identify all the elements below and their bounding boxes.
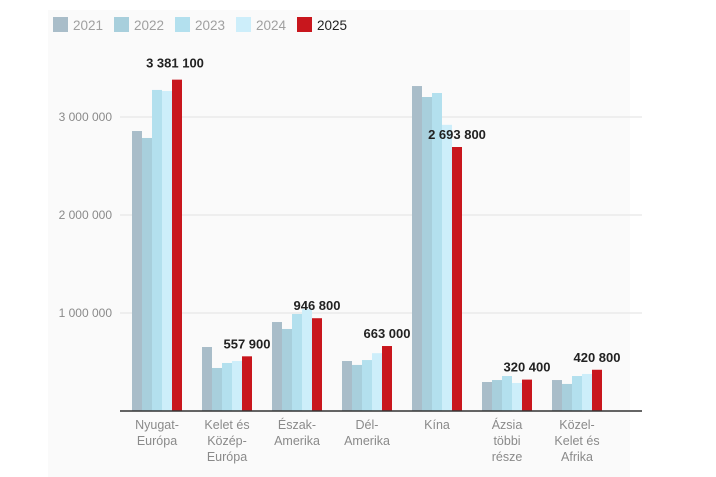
category-label: Közép-	[207, 434, 247, 448]
legend-swatch-2023	[175, 17, 190, 32]
data-labels: 3 381 100 557 900 946 800 663 000 2 693 800 3…	[146, 56, 620, 375]
bar-2023	[292, 313, 302, 411]
bar-2025	[522, 379, 532, 411]
data-label: 663 000	[364, 326, 411, 341]
bar-2022	[352, 364, 362, 411]
legend-label-2021: 2021	[73, 18, 103, 33]
bar-2024	[442, 124, 452, 411]
bar-2025	[382, 346, 392, 411]
legend-swatch-2024	[236, 17, 251, 32]
category-label: Amerika	[344, 434, 390, 448]
bar-2024	[232, 361, 242, 411]
bar-2021	[552, 380, 562, 411]
bar-2024	[582, 373, 592, 411]
legend-swatch-2022	[114, 17, 129, 32]
bar-2022	[492, 380, 502, 411]
legend-swatch-2021	[53, 17, 68, 32]
category-label: Amerika	[274, 434, 320, 448]
bar-2024	[302, 309, 312, 411]
y-tick-label: 1 000 000	[59, 306, 113, 320]
bar-2023	[432, 92, 442, 412]
bar-2021	[482, 381, 492, 411]
bar-2022	[282, 328, 292, 411]
bar-2022	[562, 383, 572, 411]
bar-2024	[372, 353, 382, 411]
category-label: Kelet és	[554, 434, 599, 448]
bar-2022	[422, 97, 432, 412]
category-label: Kína	[424, 418, 450, 432]
category-label: Dél-	[356, 418, 379, 432]
bar-2021	[132, 131, 142, 411]
bar-2021	[202, 347, 212, 411]
category-label: része	[492, 450, 523, 464]
bar-2024	[162, 91, 172, 411]
bar-2023	[152, 89, 162, 412]
category-label: Afrika	[561, 450, 593, 464]
legend: 2021 2022 2023 2024 2025	[53, 17, 347, 33]
bar-2023	[572, 376, 582, 411]
bar-2021	[342, 361, 352, 411]
bar-2025	[242, 356, 252, 411]
y-tick-label: 2 000 000	[59, 208, 113, 222]
category-label: többi	[493, 434, 520, 448]
category-label: Közel-	[559, 418, 594, 432]
bar-2023	[502, 376, 512, 411]
legend-label-2023: 2023	[195, 18, 225, 33]
data-label: 320 400	[504, 360, 551, 375]
category-label: Európa	[137, 434, 177, 448]
bar-2025	[172, 79, 182, 412]
data-label: 946 800	[294, 298, 341, 313]
legend-label-2025: 2025	[317, 18, 347, 33]
data-label: 3 381 100	[146, 56, 204, 71]
bar-2024	[512, 382, 522, 411]
bar-2022	[212, 367, 222, 411]
bar-2025	[312, 318, 322, 411]
bar-2023	[362, 360, 372, 411]
bar-2021	[272, 322, 282, 411]
data-label: 2 693 800	[428, 127, 486, 142]
data-label: 557 900	[224, 336, 271, 351]
bar-2022	[142, 137, 152, 412]
bar-2021	[412, 86, 422, 412]
bars	[132, 79, 602, 412]
bar-2025	[592, 369, 602, 411]
category-label: Nyugat-	[135, 418, 179, 432]
y-tick-label: 3 000 000	[59, 110, 113, 124]
category-label: Ázsia	[492, 417, 523, 432]
bar-2023	[222, 362, 232, 411]
category-labels: Nyugat- Európa Kelet és Közép- Európa Észak- A…	[135, 417, 599, 464]
legend-label-2022: 2022	[134, 18, 164, 33]
category-label: Kelet és	[204, 418, 249, 432]
legend-swatch-2025	[297, 17, 312, 32]
bar-2025	[452, 147, 462, 411]
data-label: 420 800	[574, 350, 621, 365]
legend-label-2024: 2024	[256, 18, 287, 33]
gridlines: 1 000 000 2 000 000 3 000 000	[59, 110, 642, 320]
category-label: Európa	[207, 450, 247, 464]
category-label: Észak-	[278, 417, 316, 432]
